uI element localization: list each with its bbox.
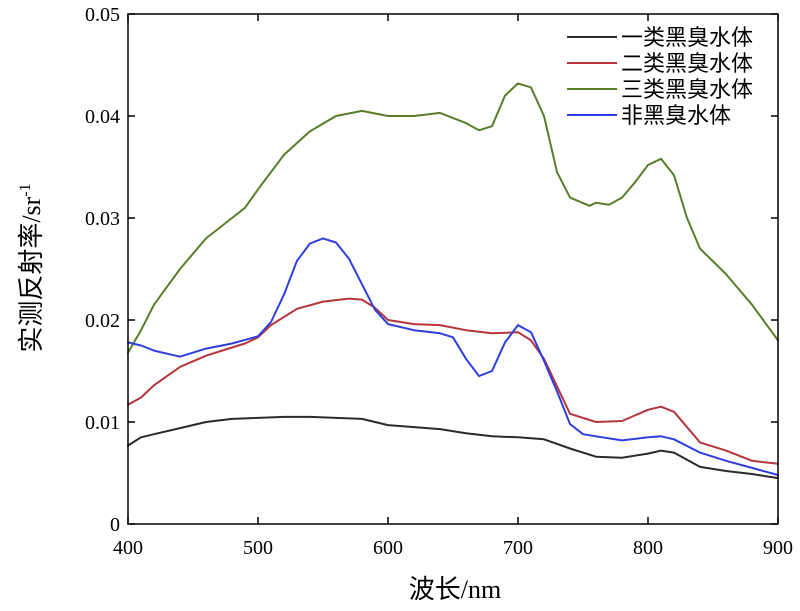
x-tick-label-4: 700 xyxy=(503,537,533,559)
series-line-4 xyxy=(127,237,779,476)
plot-area xyxy=(127,82,779,480)
y-tick-label-5: 0.04 xyxy=(85,106,120,128)
x-tick-label-1: 400 xyxy=(113,537,143,559)
series-line-3 xyxy=(127,82,779,354)
y-axis-title-main: 实测反射率/sr xyxy=(17,196,46,352)
series-line-1 xyxy=(127,415,779,480)
legend-label-3: 三类黑臭水体 xyxy=(621,77,753,102)
x-tick-label-6: 900 xyxy=(763,537,793,559)
y-axis-title: 实测反射率/sr-1 xyxy=(17,183,46,352)
axes: 400 500 600 700 800 900 0 0.01 0.02 0.03 0.04 0.05 xyxy=(85,4,793,559)
legend-label-2: 二类黑臭水体 xyxy=(621,51,753,76)
x-tick-label-3: 600 xyxy=(373,537,403,559)
y-axis-title-superscript: -1 xyxy=(17,183,34,196)
plot-frame xyxy=(127,13,779,525)
y-tick-label-6: 0.05 xyxy=(85,4,120,26)
x-axis-title: 波长/nm xyxy=(409,575,501,604)
legend-label-4: 非黑臭水体 xyxy=(621,103,731,128)
x-tick-label-2: 500 xyxy=(243,537,273,559)
series-line-2 xyxy=(127,297,779,465)
x-tick-label-5: 800 xyxy=(633,537,663,559)
legend-label-1: 一类黑臭水体 xyxy=(621,25,753,50)
y-tick-label-2: 0.01 xyxy=(85,412,120,434)
y-tick-label-4: 0.03 xyxy=(85,208,120,230)
y-tick-label-3: 0.02 xyxy=(85,310,120,332)
y-tick-label-1: 0 xyxy=(110,514,120,536)
